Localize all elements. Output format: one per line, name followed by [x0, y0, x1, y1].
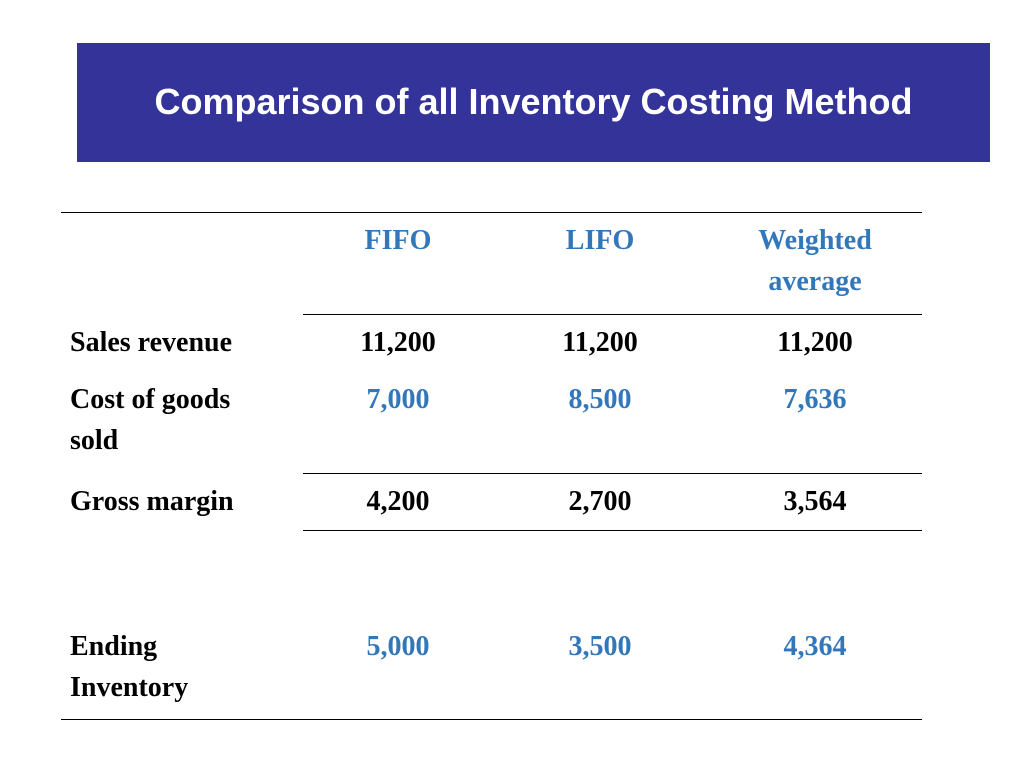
title-banner: Comparison of all Inventory Costing Meth… — [77, 43, 990, 162]
row-label-gross-margin: Gross margin — [70, 486, 234, 517]
slide-title: Comparison of all Inventory Costing Meth… — [154, 80, 913, 122]
gross-margin-weighted: 3,564 — [783, 486, 847, 517]
row-label-ending-inventory: Ending Inventory — [70, 631, 189, 703]
cogs-bottom-rule — [303, 473, 922, 474]
sales-revenue-weighted: 11,200 — [777, 327, 853, 358]
gross-margin-bottom-rule — [303, 530, 922, 531]
cogs-fifo: 7,000 — [366, 384, 430, 415]
header-lifo: LIFO — [565, 225, 635, 256]
row-label-cost-of-goods-sold: Cost of goods sold — [70, 384, 231, 456]
ending-inventory-lifo: 3,500 — [568, 631, 632, 662]
sales-revenue-lifo: 11,200 — [562, 327, 638, 358]
ending-inventory-weighted: 4,364 — [783, 631, 847, 662]
gross-margin-fifo: 4,200 — [366, 486, 430, 517]
ending-inventory-fifo: 5,000 — [366, 631, 430, 662]
cogs-weighted: 7,636 — [783, 384, 847, 415]
gross-margin-lifo: 2,700 — [568, 486, 632, 517]
sales-revenue-fifo: 11,200 — [360, 327, 436, 358]
header-fifo: FIFO — [364, 225, 432, 256]
cogs-lifo: 8,500 — [568, 384, 632, 415]
header-weighted-average: Weighted average — [758, 225, 872, 297]
row-label-sales-revenue: Sales revenue — [70, 327, 233, 358]
table-bottom-rule — [61, 719, 922, 720]
header-bottom-rule — [303, 314, 922, 315]
table-top-rule — [61, 212, 922, 213]
